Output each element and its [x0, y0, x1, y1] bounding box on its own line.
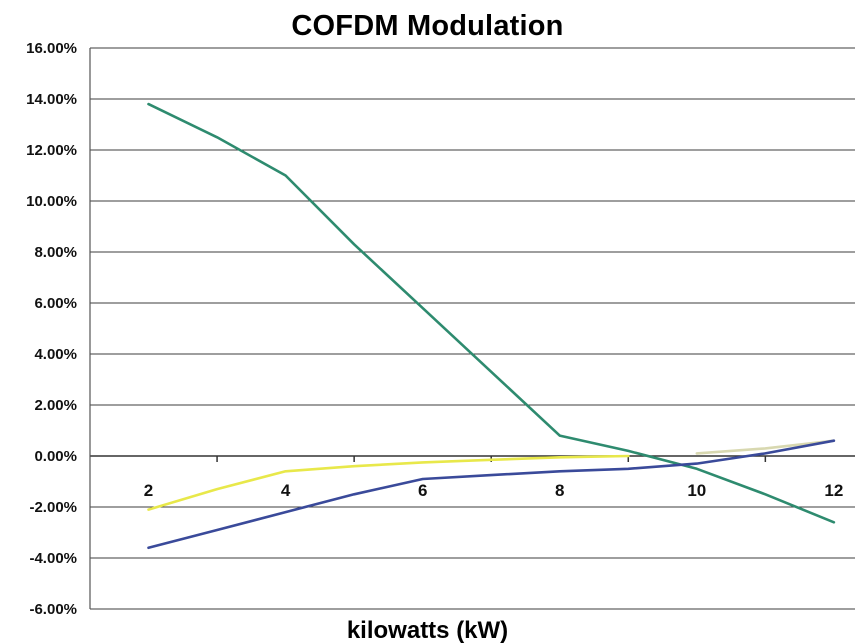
y-tick-label: -6.00% — [29, 601, 77, 618]
y-tick-label: 6.00% — [34, 295, 77, 312]
y-tick-label: 0.00% — [34, 448, 77, 465]
y-tick-label: 4.00% — [34, 346, 77, 363]
series-line-4 — [147, 439, 836, 550]
x-tick-label: 6 — [418, 481, 427, 500]
x-tick-label: 12 — [824, 481, 843, 500]
series-line-1 — [147, 102, 836, 524]
y-tick-label: -4.00% — [29, 550, 77, 567]
y-tick-label: 16.00% — [26, 40, 77, 57]
series-line-2 — [147, 454, 630, 511]
x-axis-label: kilowatts (kW) — [346, 617, 509, 644]
y-tick-label: -2.00% — [29, 499, 77, 516]
y-tick-label: 10.00% — [26, 193, 77, 210]
x-tick-label: 8 — [555, 481, 564, 500]
x-tick-label: 10 — [687, 481, 706, 500]
series-line-3 — [695, 439, 836, 455]
x-tick-label: 2 — [144, 481, 153, 500]
y-tick-label: 2.00% — [34, 397, 77, 414]
x-tick-label: 4 — [281, 481, 291, 500]
chart-title: COFDM Modulation — [291, 10, 564, 42]
y-tick-label: 8.00% — [34, 244, 77, 261]
y-tick-label: 14.00% — [26, 91, 77, 108]
y-tick-label: 12.00% — [26, 142, 77, 159]
